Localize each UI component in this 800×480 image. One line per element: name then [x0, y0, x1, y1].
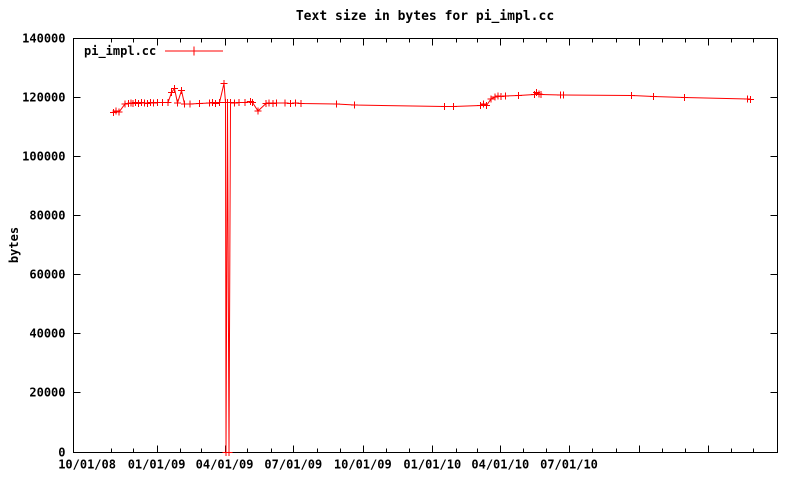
x-tick-label: 01/01/10 — [403, 458, 461, 472]
y-tick-label: 20000 — [29, 386, 65, 400]
data-point-marker — [110, 80, 754, 456]
x-tick-label: 01/01/09 — [128, 458, 186, 472]
x-tick-label: 04/01/10 — [471, 458, 529, 472]
x-tick-label: 07/01/09 — [264, 458, 322, 472]
chart-title: Text size in bytes for pi_impl.cc — [295, 9, 555, 24]
y-tick-label: 120000 — [22, 91, 65, 105]
legend-series-label: pi_impl.cc — [84, 44, 157, 58]
x-tick-label: 07/01/10 — [540, 458, 598, 472]
y-tick-label: 140000 — [22, 32, 65, 46]
legend-sample-line — [165, 46, 224, 56]
x-tick-label: 10/01/09 — [334, 458, 392, 472]
y-tick-label: 60000 — [29, 268, 65, 282]
y-tick-label: 0 — [58, 446, 65, 460]
plot-border — [73, 38, 778, 453]
y-tick-label: 40000 — [29, 327, 65, 341]
x-tick-label: 10/01/08 — [58, 458, 116, 472]
y-tick-label: 80000 — [29, 209, 65, 223]
legend: pi_impl.cc — [84, 44, 224, 58]
x-tick-label: 04/01/09 — [196, 458, 254, 472]
y-tick-label: 100000 — [22, 150, 65, 164]
series-line — [113, 83, 751, 453]
